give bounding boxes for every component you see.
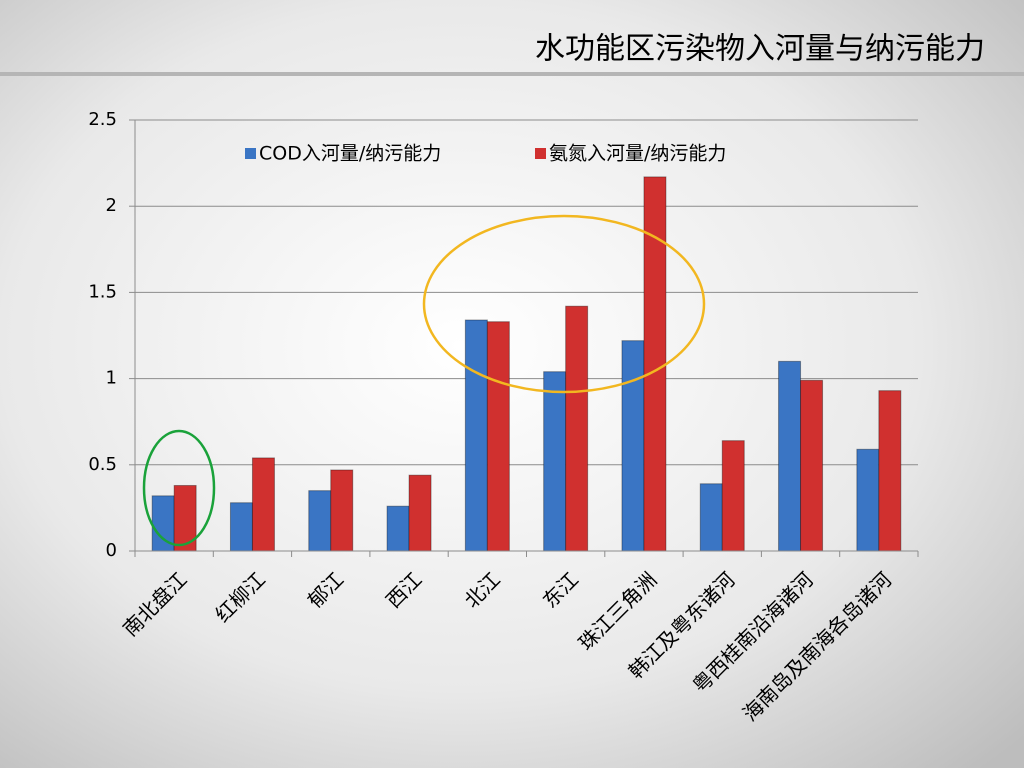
bar [878, 390, 902, 552]
legend-swatch [535, 148, 546, 159]
bar [856, 448, 880, 552]
y-tick-label: 2 [106, 195, 117, 216]
legend-label: 氨氮入河量/纳污能力 [549, 143, 726, 165]
bar [778, 360, 802, 552]
legend-label: COD入河量/纳污能力 [259, 143, 441, 165]
bar [308, 490, 332, 552]
y-tick-label: 1 [106, 368, 117, 389]
bar [800, 379, 824, 552]
highlight-ellipse [142, 429, 216, 547]
bar [543, 371, 567, 552]
bar [251, 457, 275, 552]
highlight-ellipse [422, 214, 706, 394]
bar [486, 321, 510, 552]
bar [464, 319, 488, 552]
legend-swatch [245, 148, 256, 159]
bar [621, 340, 645, 552]
title-rule [0, 72, 1024, 76]
y-tick-label: 1.5 [88, 281, 117, 302]
y-tick-label: 0 [106, 540, 117, 561]
y-tick-label: 0.5 [88, 454, 117, 475]
bar [721, 440, 745, 552]
bar [229, 502, 253, 552]
y-tick-label: 2.5 [88, 109, 117, 130]
bar [699, 483, 723, 552]
bar [408, 474, 432, 552]
bar [386, 505, 410, 552]
chart-title: 水功能区污染物入河量与纳污能力 [535, 32, 985, 67]
bar [330, 469, 354, 552]
bar [565, 305, 589, 552]
